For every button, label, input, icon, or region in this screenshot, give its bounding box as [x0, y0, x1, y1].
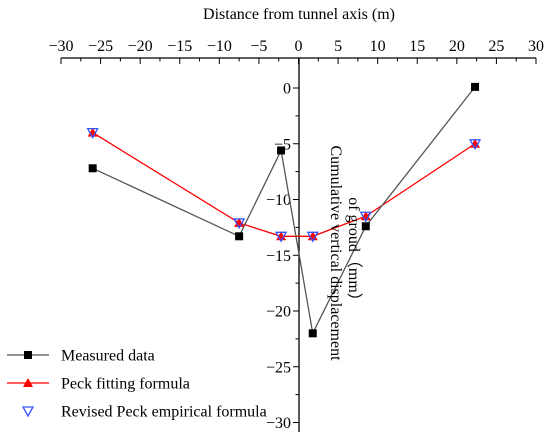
data-point [361, 222, 370, 231]
x-tick-label: 20 [449, 38, 465, 55]
x-tick-label: −30 [48, 38, 73, 55]
data-point [233, 218, 246, 230]
y-tick-label: −30 [266, 415, 291, 432]
y-tick-label: −10 [266, 192, 291, 209]
x-tick-label: −5 [250, 38, 267, 55]
series-line-0 [92, 86, 476, 336]
y-tick-label: −15 [266, 248, 291, 265]
x-tick-label: 10 [370, 38, 386, 55]
data-point [86, 127, 99, 139]
x-tick-label: 5 [334, 38, 342, 55]
x-tick-label: −20 [128, 38, 153, 55]
legend-marker [23, 378, 33, 387]
data-point [235, 232, 244, 241]
legend-label: Measured data [61, 348, 155, 365]
y-tick-label: 0 [283, 81, 291, 98]
axes-layer: −30 −25 −20 −15 −10 −5 0 5 10 15 20 25 300−5−10−15−2… [48, 38, 544, 432]
x-axis-title: Distance from tunnel axis (m) [203, 6, 395, 23]
legend: Measured data Peck fitting formula Revised… [7, 348, 267, 421]
data-point [308, 329, 317, 338]
data-point [471, 82, 480, 91]
legend-marker [24, 351, 32, 359]
data-point [306, 231, 319, 243]
x-tick-label: 25 [488, 38, 504, 55]
data-point [88, 164, 97, 173]
y-axis-title-line2: of groud（mm） [345, 197, 363, 309]
legend-label: Revised Peck empirical formula [61, 404, 267, 421]
x-tick-label: 30 [528, 38, 544, 55]
data-point [468, 139, 482, 151]
x-tick-label: −10 [207, 38, 232, 55]
y-axis-title-line1: Cumulative vertical displacement [327, 145, 344, 361]
y-tick-label: −25 [266, 359, 291, 376]
x-tick-label: −15 [167, 38, 192, 55]
series-line-1 [92, 132, 476, 237]
x-tick-label: 0 [295, 38, 303, 55]
x-tick-label: 15 [409, 38, 425, 55]
y-tick-label: −20 [266, 304, 291, 321]
legend-marker [21, 406, 35, 418]
data-point [359, 211, 372, 223]
data-point [277, 146, 286, 155]
legend-label: Peck fitting formula [61, 376, 190, 393]
data-point [274, 231, 288, 243]
x-tick-label: −25 [88, 38, 113, 55]
series-layer [86, 82, 482, 338]
